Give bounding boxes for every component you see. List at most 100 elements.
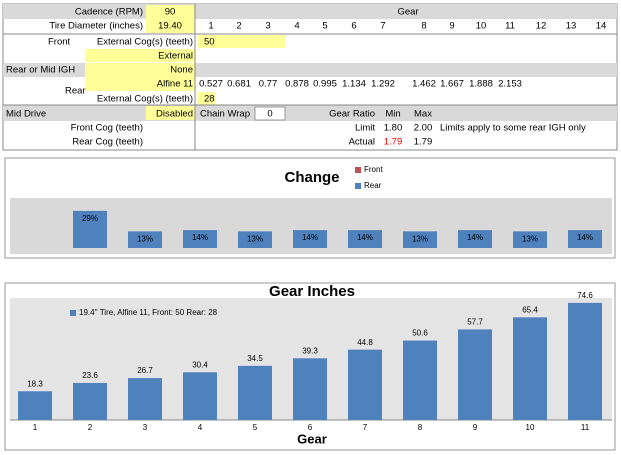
gear-number: 14 (596, 21, 607, 32)
x-tick-label: 10 (526, 423, 535, 432)
x-tick-label: 3 (143, 423, 148, 432)
gear-number: 10 (476, 21, 487, 32)
x-tick-label: 6 (308, 423, 313, 432)
data-label: 13% (247, 234, 263, 243)
bar (183, 230, 217, 248)
gear-number: 5 (322, 21, 327, 32)
cell-text: Actual (349, 137, 375, 148)
gear-number: 9 (449, 21, 454, 32)
legend-label: Rear (364, 181, 382, 190)
bar (458, 329, 492, 420)
bar (73, 382, 107, 420)
data-label: 23.6 (82, 371, 98, 380)
bar (293, 230, 327, 248)
data-label: 65.4 (522, 305, 538, 314)
legend-swatch (70, 310, 76, 316)
data-label: 29% (82, 214, 98, 223)
bar (568, 230, 602, 248)
data-label: 13% (522, 234, 538, 243)
data-label: 13% (412, 234, 428, 243)
gear-number: 8 (421, 21, 426, 32)
cell-text: External (158, 51, 193, 62)
legend-swatch (355, 183, 361, 189)
legend-label: Front (364, 165, 383, 174)
cell-text: 1.80 (384, 123, 403, 134)
legend-label: 19.4'' Tire, Alfine 11, Front: 50 Rear: … (79, 308, 218, 317)
input-cells (85, 5, 285, 120)
gear-ratio: 1.888 (469, 79, 493, 90)
cell-text: Gear (397, 7, 418, 18)
bar (128, 231, 162, 248)
x-tick-label: 5 (253, 423, 258, 432)
cell-text: Rear Cog (teeth) (72, 137, 143, 148)
cell-text: Rear or Mid IGH (6, 65, 75, 76)
data-label: 14% (467, 233, 483, 242)
chart-title: Gear Inches (269, 283, 355, 300)
gear-number: 3 (265, 21, 270, 32)
cell-text: 0 (267, 109, 272, 120)
row-band (3, 105, 617, 121)
data-label: 50.6 (412, 329, 428, 338)
cell-text: Tire Diameter (inches) (49, 21, 143, 32)
bar (73, 210, 107, 248)
cell-text: Gear Ratio (329, 109, 375, 120)
bar (183, 372, 217, 420)
cell-text: Cadence (RPM) (75, 7, 143, 18)
cell-text: Alfine 11 (157, 79, 193, 90)
x-tick-label: 11 (581, 423, 590, 432)
cell-text: Front (48, 37, 71, 48)
bar (18, 391, 52, 420)
cell-text: Limit (355, 123, 375, 134)
gear-ratio: 1.667 (440, 79, 464, 90)
bar (293, 358, 327, 420)
sheet-lines (3, 4, 617, 150)
data-label: 44.8 (357, 338, 373, 347)
cell-text: 50 (204, 37, 215, 48)
chart-title: Change (284, 169, 339, 186)
data-label: 14% (192, 233, 208, 242)
bar (458, 230, 492, 248)
cell-text: External Cog(s) (teeth) (97, 37, 193, 48)
bar (513, 317, 547, 420)
cell-text: Mid Drive (6, 109, 46, 120)
gear-number: 2 (236, 21, 241, 32)
data-label: 26.7 (137, 366, 153, 375)
gear-ratio: 0.681 (227, 79, 251, 90)
cell-text: Max (414, 109, 432, 120)
cell-text: 28 (204, 94, 215, 105)
input-cell (254, 106, 286, 121)
cell-text: Chain Wrap (200, 109, 250, 120)
cell-text: 2.00 (414, 123, 433, 134)
gear-ratio: 2.153 (498, 79, 522, 90)
data-label: 39.3 (302, 346, 318, 355)
gear-number: 12 (536, 21, 547, 32)
cell-text: Front Cog (teeth) (71, 123, 143, 134)
bar (513, 231, 547, 248)
data-label: 57.7 (467, 318, 483, 327)
cell-text: Rear (65, 86, 86, 97)
x-tick-label: 1 (33, 423, 38, 432)
cell-text: 1.79 (384, 137, 403, 148)
legend-swatch (355, 167, 361, 173)
cell-text: Limits apply to some rear IGH only (440, 123, 586, 134)
cell-text: 90 (165, 7, 176, 18)
bar (348, 230, 382, 248)
bar (238, 365, 272, 420)
data-label: 14% (577, 233, 593, 242)
gear-ratio: 0.77 (259, 79, 278, 90)
gear-number: 7 (380, 21, 385, 32)
data-label: 74.6 (577, 291, 593, 300)
bar (238, 231, 272, 248)
bar (403, 340, 437, 420)
gear-ratio: 1.292 (371, 79, 395, 90)
gear-ratio: 1.462 (412, 79, 436, 90)
gear-number: 11 (505, 21, 515, 32)
gear-ratio: 1.134 (342, 79, 366, 90)
cell-text: None (170, 65, 193, 76)
bar (128, 378, 162, 420)
cell-text: External Cog(s) (teeth) (97, 94, 193, 105)
cell-text: 19.40 (158, 21, 182, 32)
gear-number: 4 (294, 21, 299, 32)
bar (568, 302, 602, 420)
